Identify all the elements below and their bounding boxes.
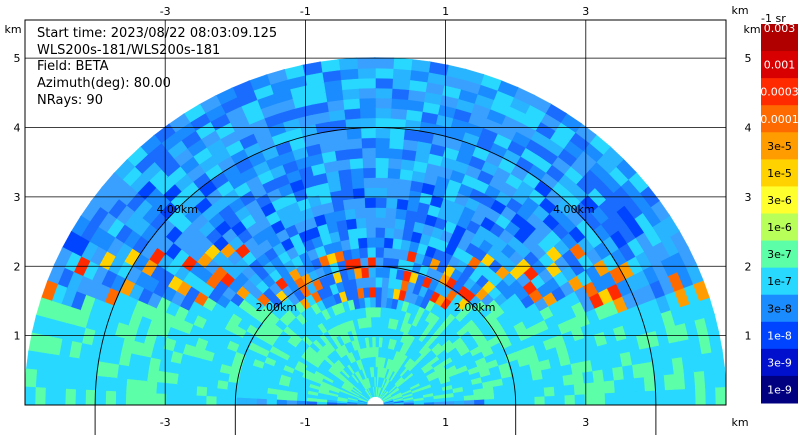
colorbar-label-7: 1e-6 <box>767 221 792 234</box>
azimuth-text: Azimuth(deg): 80.00 <box>37 76 171 91</box>
colorbar-swatch-5 <box>761 159 798 187</box>
y-tick-right-1: 2 <box>745 260 752 273</box>
nrays-text: NRays: 90 <box>37 93 103 108</box>
colorbar-swatch-4 <box>761 132 798 160</box>
colorbar-label-0: 0.003 <box>764 22 796 35</box>
x-unit-top: km <box>731 4 748 17</box>
colorbar-label-8: 3e-7 <box>767 248 792 261</box>
colorbar-unit: -1 sr <box>761 12 786 25</box>
colorbar-swatch-1 <box>761 51 798 79</box>
backscatter-field <box>25 57 726 405</box>
colorbar-swatch-11 <box>761 321 798 350</box>
colorbar-label-3: 0.0001 <box>760 113 799 126</box>
x-unit-bottom: km <box>731 416 748 429</box>
plot-frame <box>24 19 727 406</box>
range-ring-label-1-0: 4.00km <box>156 203 198 216</box>
radar-origin <box>367 397 384 405</box>
x-tick-bottom-1: -1 <box>300 416 311 429</box>
range-rings: 2.00km 2.00km 4.00km 4.00km <box>94 127 657 435</box>
colorbar-swatch-9 <box>761 267 798 296</box>
grid-lines <box>25 20 726 405</box>
y-tick-right-3: 4 <box>745 122 752 135</box>
tick-labels: -3 -3 -1 -1 1 1 3 3 1 1 2 2 3 3 4 4 5 5 km km km km <box>4 4 760 429</box>
colorbar-label-2: 0.0003 <box>760 86 799 99</box>
colorbar-label-1: 0.001 <box>764 59 796 72</box>
x-tick-bottom-0: -3 <box>160 416 171 429</box>
colorbar-label-6: 3e-6 <box>767 194 792 207</box>
field-text: Field: BETA <box>37 59 109 74</box>
colorbar-swatch-2 <box>761 78 798 106</box>
range-ring-label-1-1: 4.00km <box>553 203 595 216</box>
colorbar-swatch-0 <box>761 24 798 52</box>
colorbar-label-11: 1e-8 <box>767 329 792 342</box>
x-tick-bottom-3: 3 <box>582 416 589 429</box>
colorbar-label-10: 3e-8 <box>767 302 792 315</box>
x-tick-bottom-2: 1 <box>442 416 449 429</box>
range-ring-label-0-1: 2.00km <box>454 301 496 314</box>
colorbar-swatch-12 <box>761 348 798 377</box>
colorbar-swatch-6 <box>761 186 798 214</box>
range-ring-1 <box>94 127 657 435</box>
y-tick-left-3: 4 <box>14 122 21 135</box>
y-unit-left: km <box>4 23 21 36</box>
y-tick-right-4: 5 <box>745 52 752 65</box>
y-tick-left-4: 5 <box>14 52 21 65</box>
colorbar: -1 sr0.003 0.001 0.0003 0.0001 3e-5 1e-5 3e-6 1… <box>760 12 799 404</box>
colorbar-label-9: 1e-7 <box>767 275 792 288</box>
colorbar-swatch-3 <box>761 105 798 133</box>
y-tick-left-0: 1 <box>14 330 21 343</box>
y-tick-right-0: 1 <box>745 330 752 343</box>
colorbar-swatch-8 <box>761 240 798 269</box>
colorbar-label-5: 1e-5 <box>767 167 792 180</box>
x-tick-top-2: 1 <box>442 5 449 18</box>
colorbar-label-13: 1e-9 <box>767 383 792 396</box>
start-time-text: Start time: 2023/08/22 08:03:09.125 <box>37 26 278 41</box>
colorbar-swatch-7 <box>761 213 798 242</box>
y-tick-left-2: 3 <box>14 191 21 204</box>
y-unit-right: km <box>743 23 760 36</box>
range-ring-0 <box>234 265 517 435</box>
range-ring-label-0-0: 2.00km <box>256 301 298 314</box>
colorbar-swatch-10 <box>761 294 798 323</box>
y-tick-right-2: 3 <box>745 191 752 204</box>
colorbar-swatch-13 <box>761 375 798 404</box>
instrument-text: WLS200s-181/WLS200s-181 <box>37 43 221 58</box>
colorbar-label-4: 3e-5 <box>767 140 792 153</box>
colorbar-label-12: 3e-9 <box>767 356 792 369</box>
field-cells <box>25 57 726 405</box>
y-tick-left-1: 2 <box>14 260 21 273</box>
x-tick-top-0: -3 <box>160 5 171 18</box>
x-tick-top-1: -1 <box>300 5 311 18</box>
x-tick-top-3: 3 <box>582 5 589 18</box>
